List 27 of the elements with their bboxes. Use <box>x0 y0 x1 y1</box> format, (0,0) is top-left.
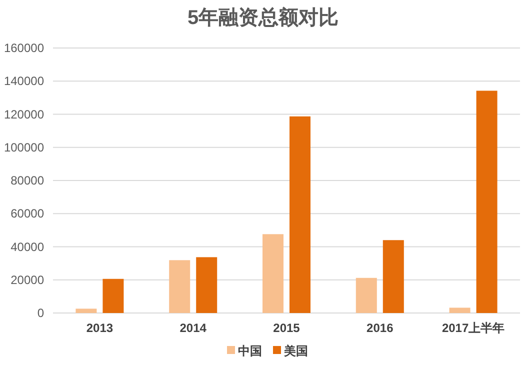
bar <box>76 308 97 313</box>
y-tick-label: 40000 <box>10 240 44 254</box>
bar <box>476 90 498 313</box>
x-tick-label: 2014 <box>180 321 207 335</box>
y-tick-label: 0 <box>37 306 44 320</box>
y-tick-label: 80000 <box>10 174 44 188</box>
y-tick-label: 120000 <box>4 107 44 122</box>
y-tick-label: 140000 <box>4 74 44 88</box>
bar <box>356 278 377 313</box>
chart-title: 5年融资总额对比 <box>187 6 339 29</box>
y-tick-label: 160000 <box>4 41 44 55</box>
y-tick-label: 100000 <box>4 140 44 154</box>
legend-label: 中国 <box>238 344 262 358</box>
bar <box>382 240 404 313</box>
bar <box>449 308 470 313</box>
x-tick-label: 2015 <box>273 321 300 335</box>
x-tick-label: 2016 <box>366 321 394 335</box>
y-tick-label: 20000 <box>10 272 44 287</box>
bar <box>102 278 124 313</box>
legend-label: 美国 <box>283 344 308 358</box>
bar <box>262 234 284 313</box>
bar <box>196 257 218 313</box>
x-tick-label: 2017上半年 <box>442 321 505 335</box>
bar <box>169 260 190 313</box>
x-tick-label: 2013 <box>86 321 114 335</box>
y-tick-label: 60000 <box>10 206 44 221</box>
bar <box>290 116 310 313</box>
